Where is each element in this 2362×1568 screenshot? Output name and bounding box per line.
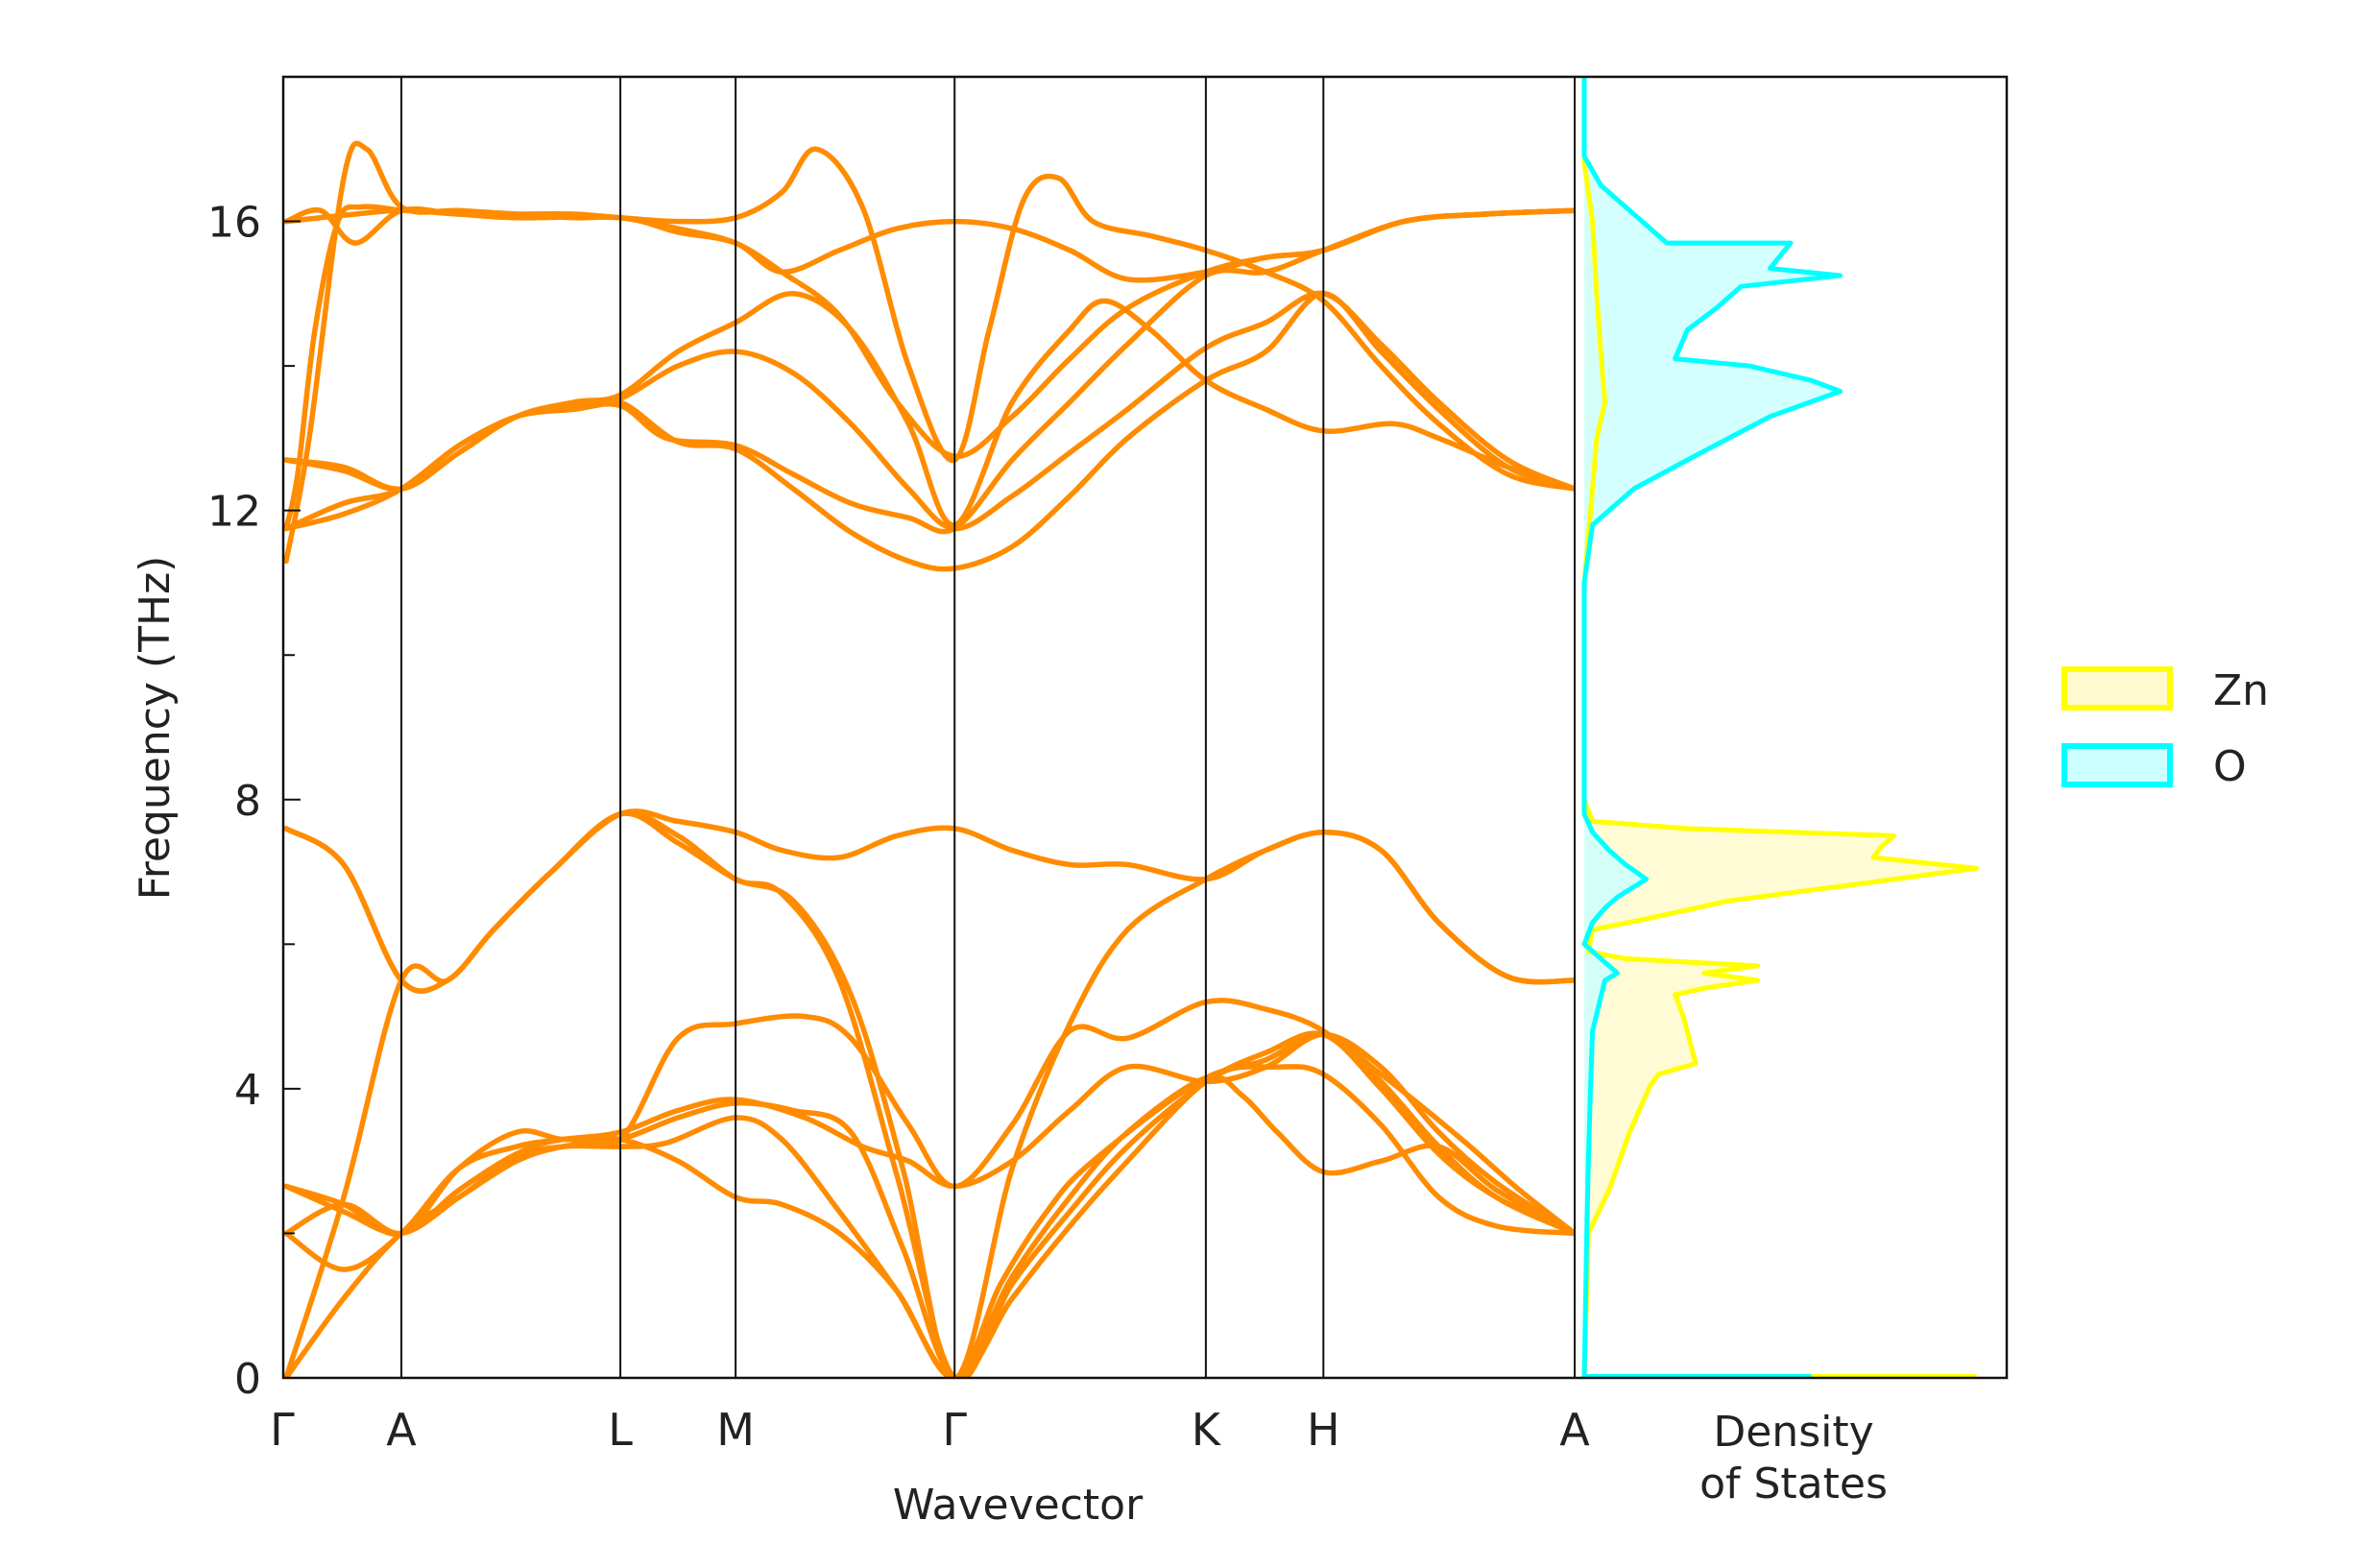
legend-label-zn: Zn [2213,666,2269,715]
x-tick-label: H [1307,1404,1340,1456]
x-tick-label: A [386,1404,417,1456]
dos-axis-label-line-2: of States [1699,1459,1888,1508]
y-axis-ticks: 0 4 8 12 16 [207,199,301,1404]
phonon-band-10 [283,146,1575,492]
dos-fill-zn [1584,77,1977,1378]
phonon-band-16 [283,204,404,532]
plot-frame [281,75,2009,1380]
legend: Zn O [2061,666,2269,791]
phonon-band-5 [283,998,1575,1237]
x-axis-label: Wavevector [893,1481,1144,1530]
phonon-band-14 [283,291,1575,572]
y-tick-label: 12 [207,488,261,537]
phonon-band-4 [283,1064,1575,1378]
x-tick-label: Γ [942,1404,967,1456]
dos-fill-o [1584,77,1841,1378]
y-tick-label: 4 [234,1066,261,1115]
phonon-band-12 [283,290,1575,532]
x-tick-label: Γ [270,1404,295,1456]
dos-line-zn [1581,77,1979,1378]
x-tick-label: A [1559,1404,1590,1456]
phonon-band-15 [283,207,1575,283]
legend-swatch-o [2061,743,2173,787]
legend-label-o: O [2213,742,2247,791]
y-axis-label: Frequency (THz) [131,556,180,901]
y-tick-label: 0 [234,1355,261,1404]
phonon-band-8 [283,810,1575,1378]
band-structure-panel [283,140,1575,1378]
phonon-band-7 [283,808,1575,994]
legend-swatch-zn [2061,666,2173,711]
x-tick-label: L [608,1404,633,1456]
phonon-band-11 [283,291,1575,528]
dos-axis-label-line-1: Density [1713,1408,1873,1457]
dos-line-o [1581,77,1844,1378]
y-tick-label: 16 [207,199,261,248]
phonon-band-6 [283,1031,1575,1272]
density-of-states-panel [1581,77,1979,1378]
x-tick-label: K [1192,1404,1222,1456]
x-tick-label: M [716,1404,755,1456]
high-symmetry-lines [400,77,1576,1378]
y-tick-label: 8 [234,777,261,826]
